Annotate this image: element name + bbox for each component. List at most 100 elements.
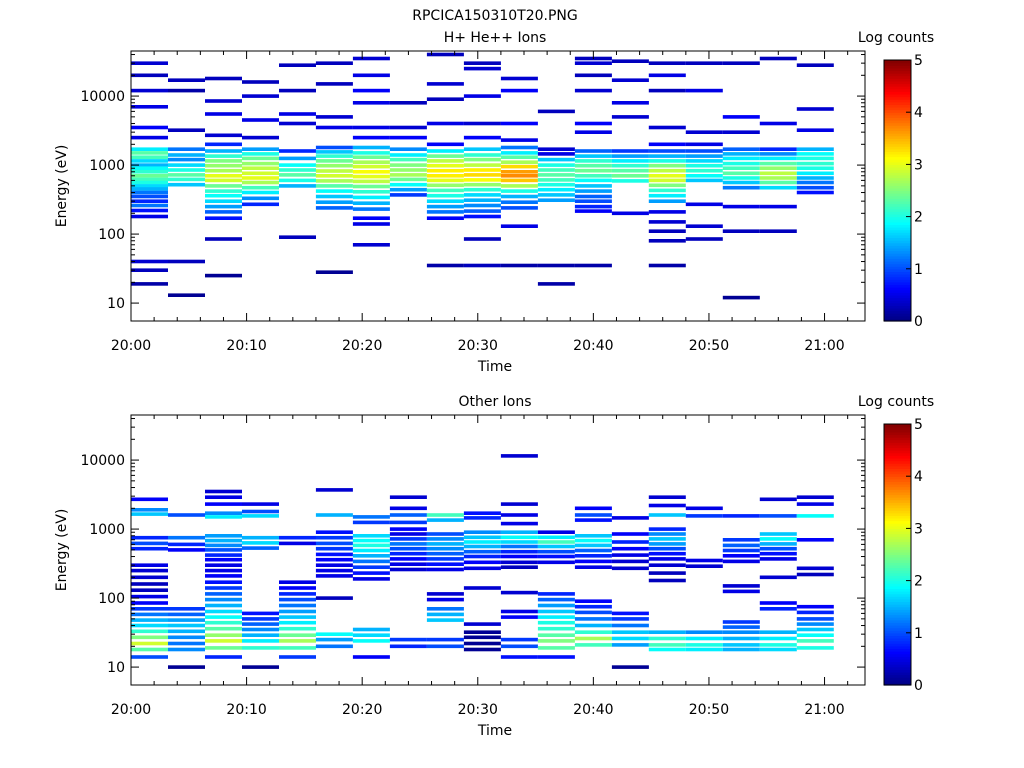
heatmap-cell	[352, 548, 390, 553]
colorbar-bottom: 0 1 2 3 4 5	[883, 417, 923, 694]
heatmap-cell	[131, 541, 168, 546]
heatmap-cell	[426, 154, 464, 158]
colorbar-step	[884, 669, 911, 673]
colorbar-step	[884, 499, 911, 503]
heatmap-cell	[352, 515, 390, 519]
heatmap-cell	[426, 567, 464, 572]
heatmap-cell	[242, 94, 279, 98]
heatmap-cell	[352, 151, 390, 155]
heatmap-cell	[685, 643, 723, 647]
heatmap-cell	[168, 535, 205, 540]
heatmap-cell	[537, 603, 575, 608]
heatmap-cell	[463, 94, 501, 98]
heatmap-cell	[796, 566, 834, 571]
colorbar-step	[884, 292, 911, 296]
heatmap-cell	[242, 196, 279, 201]
heatmap-cell	[500, 155, 538, 159]
heatmap-cell	[168, 157, 205, 162]
heatmap-cell	[168, 542, 205, 547]
heatmap-cell	[389, 513, 427, 517]
heatmap-cell	[759, 161, 797, 166]
colorbar-step	[884, 536, 911, 540]
heatmap-cell	[315, 61, 353, 65]
heatmap-cell	[242, 622, 279, 626]
heatmap-cell	[242, 166, 279, 170]
heatmap-cell	[759, 636, 797, 641]
heatmap-cell	[315, 194, 353, 199]
heatmap-cell	[500, 151, 538, 155]
heatmap-cell	[500, 206, 538, 210]
heatmap-cell	[242, 502, 279, 506]
colorbar-step	[884, 450, 911, 454]
colorbar-step	[884, 138, 911, 142]
colorbar-step	[884, 240, 911, 244]
heatmap-cell	[500, 530, 538, 534]
heatmap-cell	[279, 184, 316, 188]
y-tick-label: 100	[98, 227, 125, 243]
heatmap-cell	[796, 622, 834, 626]
y-tick-label: 1000	[89, 158, 125, 174]
heatmap-cell	[611, 154, 649, 158]
heatmap-cell	[426, 121, 464, 126]
heatmap-cell	[131, 194, 168, 199]
x-tick-label: 20:40	[573, 338, 613, 354]
heatmap-cell	[315, 184, 353, 188]
x-tick-label: 21:00	[804, 338, 844, 354]
heatmap-cell	[279, 633, 316, 637]
heatmap-cell	[131, 174, 168, 178]
heatmap-cell	[463, 535, 501, 540]
heatmap-cell	[463, 203, 501, 208]
colorbar-step	[884, 682, 911, 686]
heatmap-cell	[648, 532, 686, 536]
colorbar-step	[884, 614, 911, 618]
colorbar-step	[884, 424, 911, 428]
heatmap-cell	[648, 154, 686, 158]
heatmap-cell	[205, 597, 242, 602]
heatmap-cell	[389, 567, 427, 572]
heatmap-cell	[648, 630, 686, 634]
colorbar-step	[884, 635, 911, 639]
heatmap-cell	[722, 589, 760, 594]
heatmap-cell	[205, 112, 242, 116]
colorbar-step	[884, 287, 911, 291]
heatmap-cell	[574, 204, 612, 209]
heatmap-cell	[500, 549, 538, 554]
heatmap-cell	[131, 177, 168, 182]
heatmap-cell	[648, 183, 686, 188]
heatmap-cell	[279, 112, 316, 116]
heatmap-cell	[131, 159, 168, 163]
heatmap-cell	[537, 639, 575, 643]
colorbar-step	[884, 190, 911, 194]
heatmap-cell	[315, 145, 353, 150]
heatmap-cell	[722, 229, 760, 233]
heatmap-cell	[242, 180, 279, 185]
heatmap-cell	[315, 563, 353, 567]
heatmap-cell	[574, 159, 612, 163]
heatmap-cell	[205, 133, 242, 138]
heatmap-cell	[389, 193, 427, 197]
heatmap-cell	[205, 609, 242, 614]
colorbar-step	[884, 180, 911, 184]
heatmap-cell	[648, 643, 686, 647]
heatmap-cell	[131, 184, 168, 188]
heatmap-cell	[648, 542, 686, 546]
y-ticks-h-he: 10 100 1000 10000	[80, 54, 865, 312]
colorbar-step	[884, 517, 911, 522]
colorbar-step	[884, 502, 911, 506]
heatmap-cell	[722, 166, 760, 170]
heatmap-cell	[574, 506, 612, 511]
heatmap-cell	[279, 163, 316, 167]
heatmap-cell	[574, 513, 612, 517]
heatmap-cell	[352, 222, 390, 226]
heatmap-cell	[500, 224, 538, 228]
colorbar-step	[884, 431, 911, 436]
heatmap-cell	[722, 548, 760, 553]
heatmap-cell	[759, 557, 797, 561]
colorbar-step	[884, 164, 911, 168]
heatmap-cell	[205, 620, 242, 625]
heatmap-cell	[463, 647, 501, 652]
heatmap-cell	[611, 617, 649, 621]
heatmap-cell	[205, 574, 242, 578]
heatmap-cell	[537, 147, 575, 151]
heatmap-cell	[352, 174, 390, 179]
